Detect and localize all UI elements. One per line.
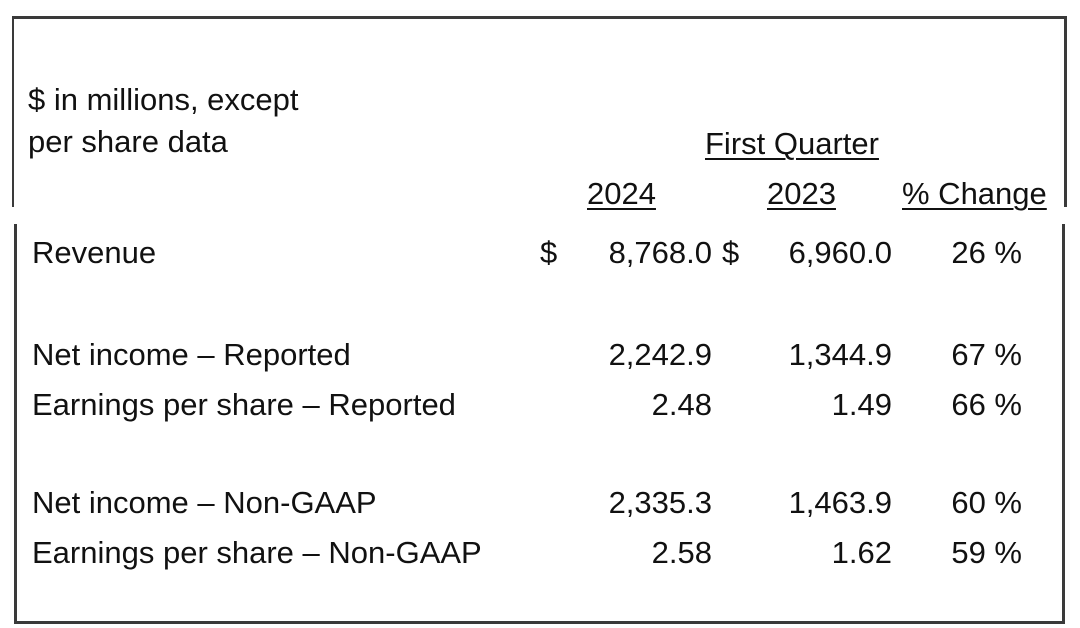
eps-reported-2023: 1.49	[831, 387, 892, 422]
net-income-non-gaap-change: 60 %	[951, 485, 1022, 520]
units-note-line2: per share data	[28, 124, 228, 159]
row-label-eps-reported: Earnings per share – Reported	[32, 387, 456, 422]
revenue-change: 26 %	[951, 235, 1022, 270]
revenue-2023: 6,960.0	[788, 235, 892, 270]
net-income-reported-2024: 2,242.9	[608, 337, 712, 372]
row-label-net-income-reported: Net income – Reported	[32, 337, 351, 372]
column-header-2023: 2023	[767, 176, 836, 211]
row-label-eps-non-gaap: Earnings per share – Non-GAAP	[32, 535, 482, 570]
net-income-reported-2023: 1,344.9	[788, 337, 892, 372]
net-income-reported-change: 67 %	[951, 337, 1022, 372]
table-header	[12, 16, 1067, 207]
eps-reported-change: 66 %	[951, 387, 1022, 422]
revenue-2024: 8,768.0	[608, 235, 712, 270]
row-label-revenue: Revenue	[32, 235, 157, 270]
eps-non-gaap-2023: 1.62	[831, 535, 892, 570]
table-body	[14, 224, 1065, 624]
eps-non-gaap-change: 59 %	[951, 535, 1022, 570]
currency-symbol-2024: $	[540, 235, 558, 270]
eps-reported-2024: 2.48	[651, 387, 712, 422]
net-income-non-gaap-2023: 1,463.9	[788, 485, 892, 520]
net-income-non-gaap-2024: 2,335.3	[608, 485, 712, 520]
currency-symbol-2023: $	[722, 235, 740, 270]
row-label-net-income-non-gaap: Net income – Non-GAAP	[32, 485, 377, 520]
column-header-change: % Change	[902, 176, 1047, 211]
units-note-line1: $ in millions, except	[28, 82, 299, 117]
eps-non-gaap-2024: 2.58	[651, 535, 712, 570]
period-header: First Quarter	[705, 126, 879, 161]
column-header-2024: 2024	[587, 176, 656, 211]
